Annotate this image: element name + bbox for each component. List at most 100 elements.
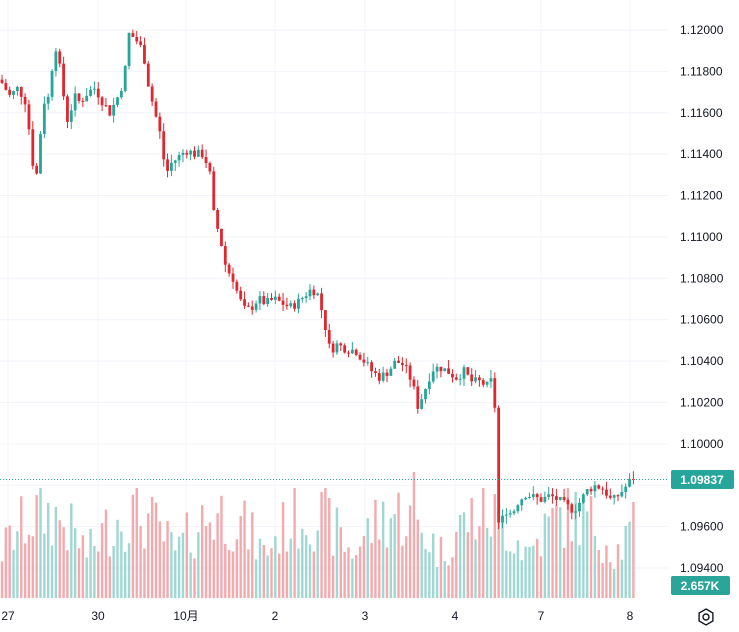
y-tick-label: 1.11000 [680,230,723,244]
candle-body [581,494,585,503]
volume-bar [162,541,165,598]
volume-bar [343,551,346,598]
y-tick-label: 1.10600 [680,313,724,327]
volume-bar [47,502,50,598]
volume-bar [89,528,92,598]
candle-body [335,343,339,353]
volume-bar [312,551,316,598]
volume-bar [439,536,443,598]
candle-body [481,380,485,385]
candle-body [316,293,320,296]
volume-bar [497,501,500,598]
volume-bar [100,523,104,598]
volume-bar [443,561,446,598]
candle-body [397,360,400,363]
candle-body [504,514,508,516]
volume-bar [243,500,246,598]
volume-bar [12,549,15,598]
candle-body [374,371,377,374]
volume-bar [189,552,192,598]
volume-bar [470,498,473,598]
candle-body [243,299,246,306]
candle-body [324,310,327,331]
candle-body [520,499,524,506]
volume-bar [70,503,73,598]
volume-bar [281,502,285,598]
volume-bar [539,556,543,598]
candle-body [485,381,489,385]
volume-bar [104,509,108,598]
volume-bar [593,536,597,598]
y-tick-label: 1.10200 [680,395,724,409]
candle-body [350,349,354,354]
candle-body [362,359,366,363]
volume-bar [601,563,604,598]
volume-bar [174,550,177,598]
volume-bar [20,496,23,598]
candle-body [216,209,219,229]
volume-bar [50,545,54,598]
settings-icon[interactable] [696,607,716,627]
volume-bar [324,488,327,598]
y-tick-label: 1.11600 [680,106,723,120]
volume-bar [370,543,373,598]
volume-bar [535,538,539,598]
volume-bar [578,545,581,598]
candle-body [589,489,593,492]
volume-bar [493,494,496,598]
volume-bar [235,539,239,598]
volume-bar [108,556,111,598]
volume-bar [385,547,389,598]
candle-body [116,97,119,105]
volume-bar [274,536,277,598]
volume-bar [150,496,154,598]
candle-body [31,129,35,166]
candle-body [193,150,196,157]
volume-bar [112,545,115,598]
candle-body [620,491,624,497]
candle-body [574,511,578,513]
candle-body [424,388,427,400]
volume-bar [258,538,262,598]
candle-body [447,368,450,374]
candle-body [177,154,181,161]
candle-body [562,497,566,501]
candle-body [16,86,19,92]
candle-body [154,101,158,117]
volume-bar [231,551,235,598]
candle-body [196,149,200,157]
candle-body [58,51,62,64]
candle-body [131,33,135,38]
volume-bar [27,534,31,598]
volume-bar [616,544,620,598]
volume-bar [227,550,231,598]
volume-bar [347,547,350,598]
volume-bar [478,526,481,598]
last-volume-label: 2.657K [681,579,720,593]
candle-body [85,95,89,102]
candle-body [570,504,574,513]
candle-body [466,367,470,375]
candle-body [389,368,393,376]
volume-bar [166,521,169,598]
volume-bar [127,543,131,598]
volume-bar [389,518,393,598]
x-axis: 27 30 10月 2 3 4 7 8 [1,609,633,623]
candle-body [123,66,127,92]
volume-bar [170,532,173,598]
candle-body [69,110,73,122]
candle-body [381,372,385,381]
candle-body [524,497,527,500]
candle-body [585,489,589,495]
y-tick-label: 1.10000 [680,437,724,451]
candle-body [431,371,435,382]
candle-body [531,494,535,497]
volume-bar [451,557,454,598]
candle-body [343,345,347,353]
volume-bar [16,531,19,598]
candle-body [439,366,443,372]
candle-body [555,496,558,500]
volume-bar [81,535,85,598]
candle-body [23,96,27,105]
